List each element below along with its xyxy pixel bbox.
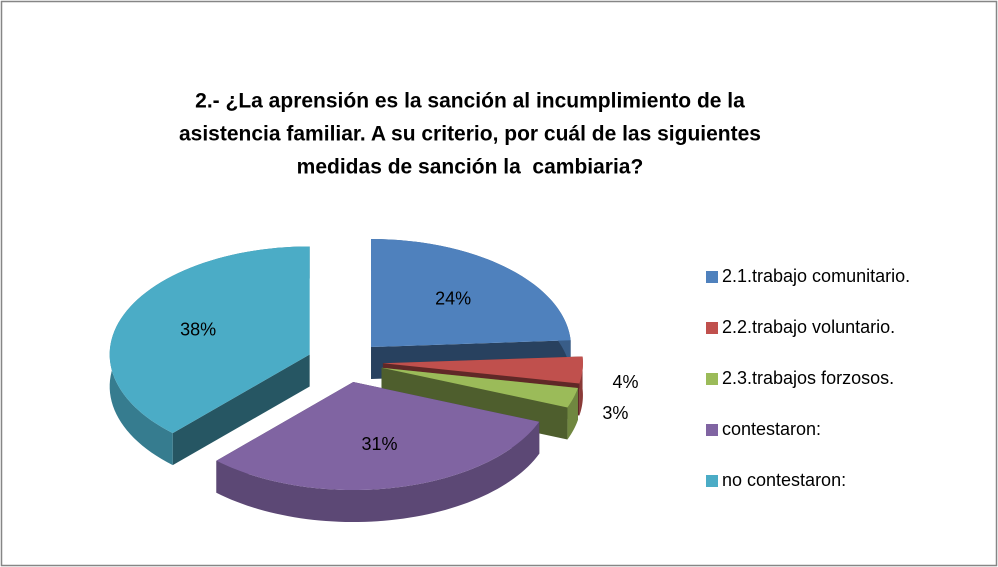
slice-top bbox=[381, 367, 578, 408]
chart-title: medidas de sanción la cambiaria? bbox=[297, 156, 644, 179]
data-label: 31% bbox=[361, 434, 397, 454]
legend-swatch bbox=[706, 322, 718, 334]
data-label: 3% bbox=[602, 403, 628, 423]
slice-side bbox=[579, 356, 583, 416]
pie-slice bbox=[109, 246, 310, 466]
legend-label: 2.3.trabajos forzosos. bbox=[722, 368, 894, 388]
legend-swatch bbox=[706, 271, 718, 283]
legend-label: 2.2.trabajo voluntario. bbox=[722, 317, 895, 337]
slice-top bbox=[109, 246, 310, 434]
slice-side bbox=[216, 421, 540, 523]
data-label: 38% bbox=[180, 319, 216, 339]
data-label: 4% bbox=[612, 372, 638, 392]
chart-title: asistencia familiar. A su criterio, por … bbox=[179, 123, 761, 146]
slice-side bbox=[567, 387, 578, 440]
legend-swatch bbox=[706, 475, 718, 487]
chart-title: 2.- ¿La aprensión es la sanción al incum… bbox=[195, 90, 745, 113]
legend-swatch bbox=[706, 424, 718, 436]
slice-top bbox=[382, 356, 583, 384]
pie-slice bbox=[216, 382, 540, 523]
data-label: 24% bbox=[435, 289, 471, 309]
slice-side bbox=[172, 354, 310, 466]
legend-swatch bbox=[706, 373, 718, 385]
legend-label: no contestaron: bbox=[722, 470, 846, 490]
slice-top bbox=[216, 382, 540, 491]
legend-label: contestaron: bbox=[722, 419, 821, 439]
slice-top bbox=[371, 239, 571, 348]
legend-label: 2.1.trabajo comunitario. bbox=[722, 266, 910, 286]
